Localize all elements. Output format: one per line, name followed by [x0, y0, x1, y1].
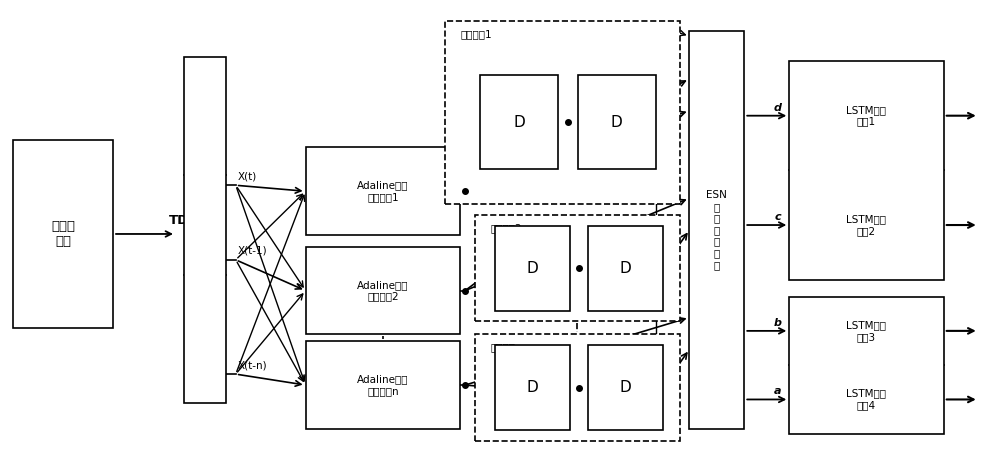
Text: a: a: [774, 386, 781, 397]
Text: Adaline神经
网络模型1: Adaline神经 网络模型1: [357, 180, 409, 202]
Text: LSTM神经
网络1: LSTM神经 网络1: [846, 105, 886, 127]
Bar: [480, 75, 558, 169]
Bar: [588, 226, 663, 310]
Bar: [306, 247, 460, 334]
Text: LSTM神经
网络2: LSTM神经 网络2: [846, 214, 886, 236]
Text: LSTM神经
网络4: LSTM神经 网络4: [846, 389, 886, 410]
Bar: [475, 215, 680, 321]
Text: D: D: [527, 380, 538, 395]
Text: D: D: [527, 261, 538, 276]
Bar: [475, 334, 680, 441]
Text: 微分回路2: 微分回路2: [490, 223, 522, 233]
Bar: [495, 226, 570, 310]
Text: b: b: [773, 318, 781, 328]
Text: D: D: [513, 115, 525, 129]
Text: Adaline神经
网络模型n: Adaline神经 网络模型n: [357, 374, 409, 396]
Text: D: D: [619, 261, 631, 276]
Text: c: c: [775, 212, 781, 222]
Text: D: D: [611, 115, 623, 129]
Text: 微分回路1: 微分回路1: [460, 29, 492, 39]
Text: D: D: [619, 380, 631, 395]
Text: X(t): X(t): [238, 171, 257, 181]
Text: X(t-1): X(t-1): [238, 246, 267, 256]
Bar: [689, 31, 744, 429]
Text: LSTM神经
网络3: LSTM神经 网络3: [846, 320, 886, 341]
Bar: [306, 341, 460, 429]
Text: 水分传
感器: 水分传 感器: [51, 220, 75, 248]
Text: Adaline神经
网络模型2: Adaline神经 网络模型2: [357, 280, 409, 302]
Text: X(t-n): X(t-n): [238, 360, 267, 370]
Bar: [13, 140, 113, 328]
Bar: [495, 345, 570, 430]
Bar: [184, 57, 226, 403]
Text: TDL: TDL: [169, 214, 197, 227]
Bar: [445, 21, 680, 204]
Bar: [306, 147, 460, 235]
Bar: [789, 297, 944, 434]
Bar: [578, 75, 656, 169]
Bar: [588, 345, 663, 430]
Text: ESN
神
经
网
络
模
型: ESN 神 经 网 络 模 型: [706, 190, 727, 270]
Text: d: d: [773, 103, 781, 113]
Bar: [789, 61, 944, 280]
Text: 微分回路n: 微分回路n: [490, 342, 522, 353]
